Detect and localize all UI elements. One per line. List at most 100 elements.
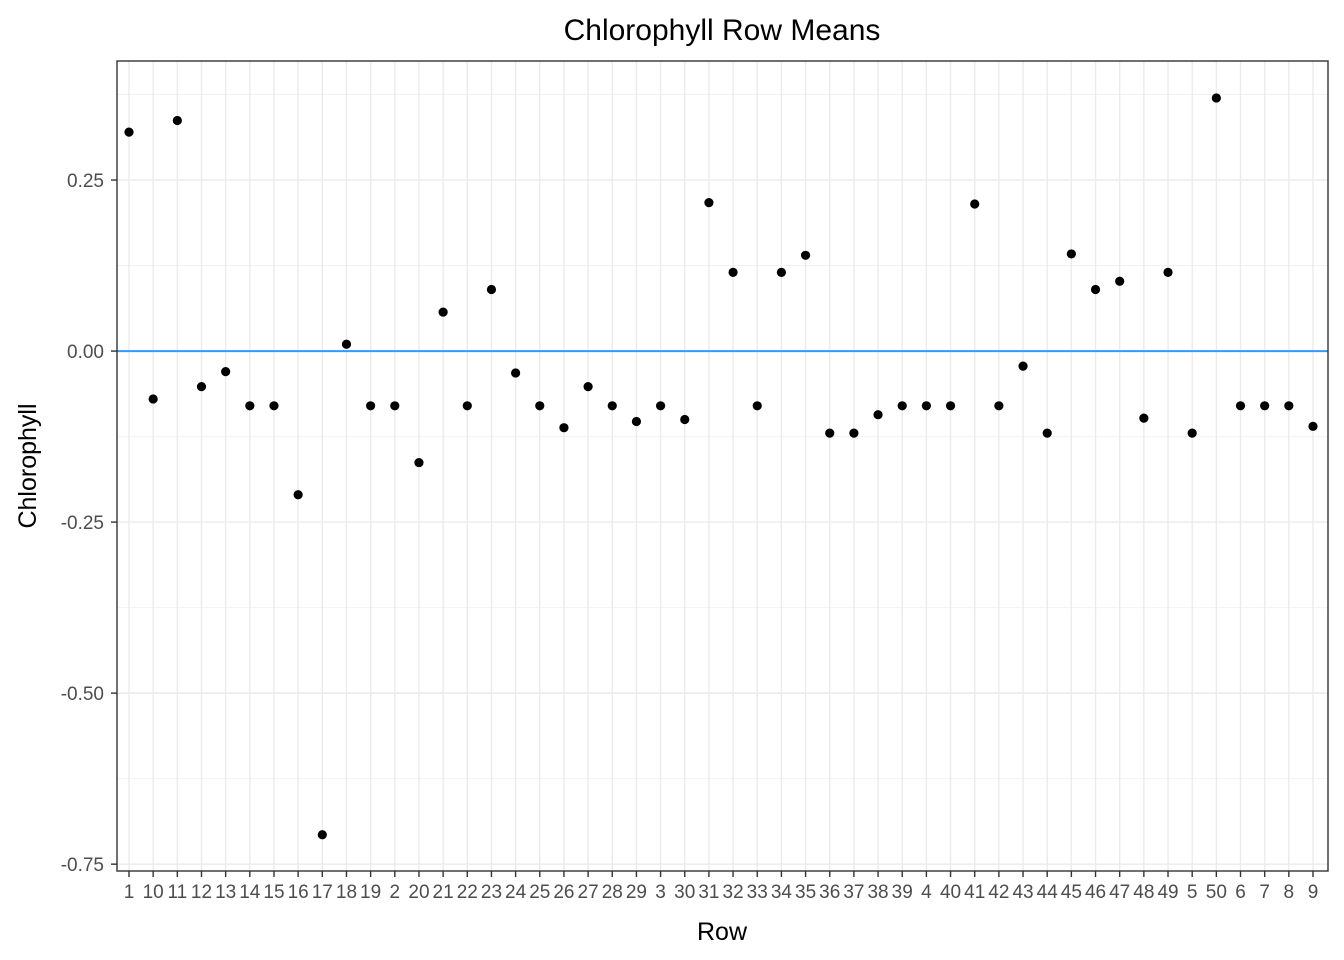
x-tick-label: 21 (433, 882, 454, 903)
data-point (728, 267, 738, 277)
x-tick-label: 39 (892, 882, 913, 903)
x-axis-title: Row (697, 918, 748, 946)
x-tick-label: 23 (481, 882, 502, 903)
data-point (1260, 401, 1270, 411)
x-tick-label: 43 (1012, 882, 1033, 903)
x-tick-label: 16 (288, 882, 309, 903)
data-point (752, 401, 762, 411)
data-point (1018, 361, 1028, 371)
data-point (800, 250, 811, 260)
data-point (776, 267, 787, 277)
data-point (607, 401, 617, 411)
data-point (1308, 421, 1318, 431)
data-point (897, 401, 907, 411)
data-point (511, 368, 521, 378)
chart-title: Chlorophyll Row Means (564, 14, 881, 47)
x-tick-label: 33 (747, 882, 768, 903)
x-tick-label: 4 (921, 882, 932, 903)
x-tick-label: 35 (795, 882, 816, 903)
data-point (849, 428, 859, 438)
data-point (1187, 428, 1197, 438)
x-tick-label: 1 (124, 882, 135, 903)
x-tick-label: 32 (723, 882, 744, 903)
x-tick-label: 14 (239, 882, 261, 903)
x-tick-label: 37 (843, 882, 864, 903)
x-tick-label: 13 (215, 882, 236, 903)
x-tick-label: 19 (360, 882, 381, 903)
data-point (1115, 276, 1125, 286)
data-point (559, 423, 569, 433)
y-axis-title: Chlorophyll (14, 403, 42, 528)
x-tick-label: 3 (655, 882, 666, 903)
x-tick-label: 2 (390, 882, 401, 903)
data-point (704, 198, 714, 208)
x-tick-label: 18 (336, 882, 357, 903)
data-point (583, 382, 593, 392)
data-point (825, 428, 835, 438)
data-point (462, 401, 472, 411)
x-tick-label: 44 (1037, 882, 1059, 903)
data-point (196, 382, 207, 392)
y-tick-label: -0.75 (61, 855, 104, 876)
data-point (1139, 413, 1149, 423)
x-tick-label: 8 (1284, 882, 1295, 903)
data-point (1211, 93, 1221, 103)
data-point (486, 284, 497, 295)
x-tick-label: 31 (698, 882, 719, 903)
data-point (1042, 428, 1052, 438)
data-point (535, 401, 545, 411)
data-point (148, 394, 158, 404)
x-tick-label: 25 (529, 882, 550, 903)
data-point (414, 457, 424, 468)
x-tick-label: 42 (988, 882, 1009, 903)
data-point (124, 127, 134, 137)
x-tick-label: 40 (940, 882, 961, 903)
y-tick-label: -0.50 (61, 684, 104, 705)
data-point (1066, 249, 1076, 259)
x-tick-label: 29 (626, 882, 647, 903)
panel-border (116, 60, 1329, 872)
x-tick-label: 45 (1061, 882, 1082, 903)
x-tick-label: 11 (167, 882, 187, 903)
data-point (873, 410, 883, 420)
y-axis: 0.25 0.00 -0.25 -0.50 -0.75 (61, 171, 117, 876)
x-tick-label: 36 (819, 882, 840, 903)
x-tick-label: 9 (1308, 882, 1319, 903)
y-tick-label: -0.25 (61, 513, 104, 534)
data-point (631, 416, 642, 427)
data-point (172, 115, 182, 126)
data-point (390, 401, 400, 411)
x-tick-label: 26 (553, 882, 574, 903)
x-tick-label: 28 (602, 882, 623, 903)
x-tick-label: 12 (191, 882, 212, 903)
data-point (921, 401, 931, 411)
data-point (970, 199, 980, 209)
data-point (366, 401, 376, 411)
x-tick-label: 22 (457, 882, 478, 903)
x-tick-label: 46 (1085, 882, 1106, 903)
data-points (124, 93, 1318, 840)
data-point (269, 401, 279, 411)
x-tick-label: 10 (143, 882, 164, 903)
data-point (945, 401, 956, 411)
x-tick-label: 6 (1235, 882, 1246, 903)
data-point (245, 401, 255, 411)
x-tick-label: 38 (867, 882, 888, 903)
data-point (994, 401, 1004, 411)
grid (117, 61, 1328, 871)
data-point (317, 830, 327, 840)
x-tick-label: 15 (263, 882, 284, 903)
x-tick-label: 7 (1259, 882, 1270, 903)
x-tick-label: 50 (1206, 882, 1227, 903)
x-axis: 1 10 11 12 13 14 15 16 17 18 19 2 20 21 22 23 24 25 26 27 28… (124, 871, 1319, 903)
x-tick-label: 5 (1187, 882, 1198, 903)
data-point (1090, 284, 1101, 295)
x-tick-label: 34 (771, 882, 793, 903)
data-point (680, 414, 690, 425)
x-tick-label: 20 (408, 882, 429, 903)
x-tick-label: 24 (505, 882, 527, 903)
data-point (341, 339, 352, 349)
data-point (1163, 267, 1173, 277)
x-tick-label: 49 (1157, 882, 1178, 903)
